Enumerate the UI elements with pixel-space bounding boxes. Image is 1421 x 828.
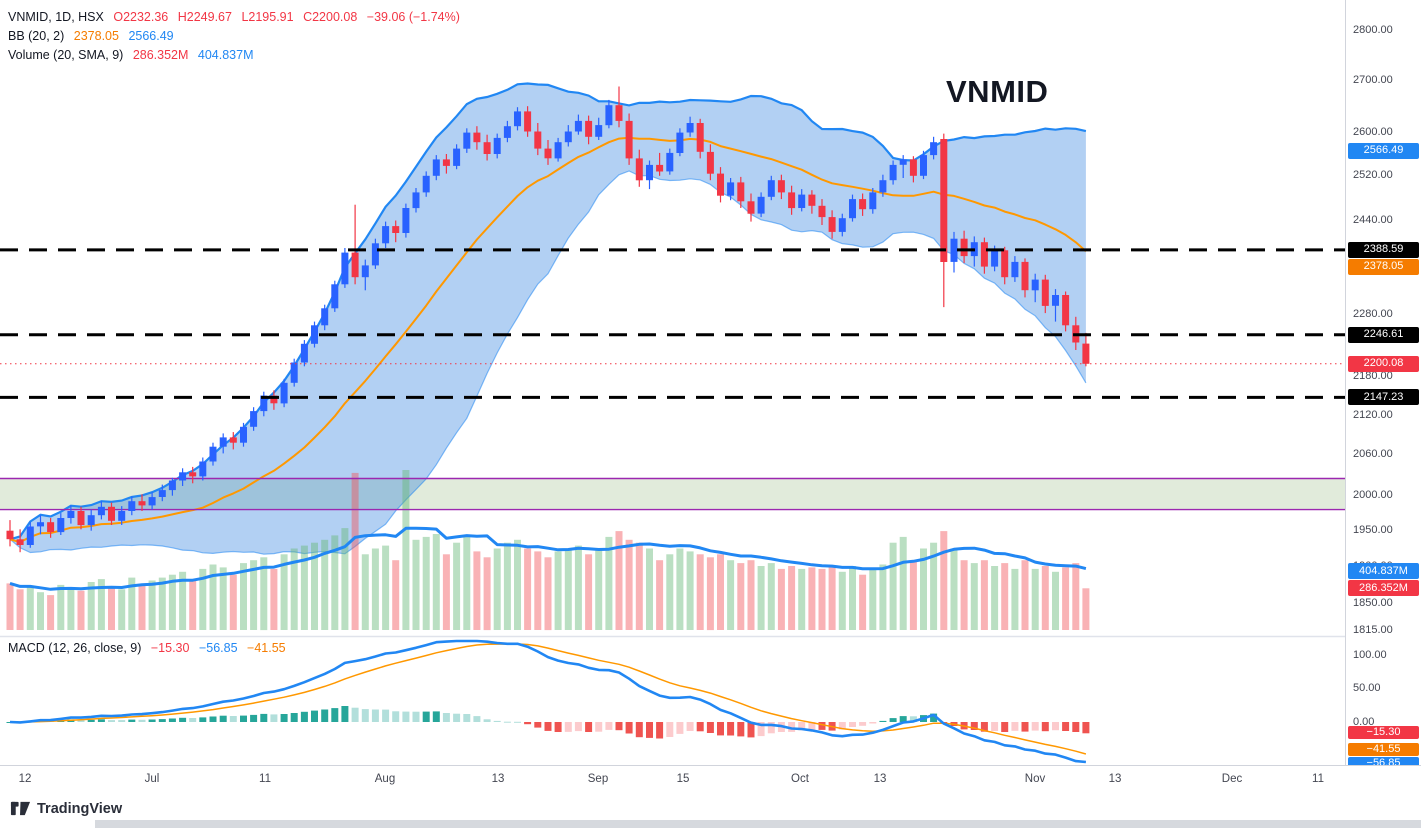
volume-value: 286.352M (132, 48, 189, 62)
macd-badge: −41.55 (1348, 743, 1419, 757)
macd-value: −56.85 (198, 641, 238, 655)
tradingview-logo[interactable]: TradingView (10, 798, 122, 819)
volume-ma-value: 404.837M (197, 48, 254, 62)
volume-indicator-label[interactable]: Volume (20, SMA, 9) (8, 48, 124, 62)
time-axis-label: 15 (676, 773, 690, 785)
bb-basis-value: 2378.05 (73, 29, 119, 43)
symbol-title[interactable]: VNMID, 1D, HSX (8, 10, 104, 24)
price-badge: 2566.49 (1348, 142, 1419, 159)
legend-volume-row: Volume (20, SMA, 9) 286.352M 404.837M (8, 46, 460, 65)
price-tick-label: 2800.00 (1353, 23, 1393, 36)
ohlc-low: L2195.91 (241, 10, 294, 24)
macd-indicator-label[interactable]: MACD (12, 26, close, 9) (8, 641, 142, 655)
macd-tick-label: 50.00 (1353, 682, 1381, 694)
price-badge: 2200.08 (1348, 355, 1419, 372)
price-tick-label: 2520.00 (1353, 169, 1393, 182)
bb-basis-line (9, 136, 1087, 544)
price-tick-label: 2600.00 (1353, 126, 1393, 139)
legend-macd: MACD (12, 26, close, 9) −15.30 −56.85 −4… (8, 641, 286, 655)
time-axis-label: Aug (374, 773, 396, 785)
watermark: VNMID (946, 74, 1049, 109)
volume-badge: 404.837M (1348, 563, 1419, 580)
macd-tick-label: 100.00 (1353, 648, 1387, 661)
time-axis[interactable]: 12 Jul 11 Aug 13 Sep 15 Oct 13 Nov 13 Dec 11 (0, 765, 1421, 794)
time-axis-label: Oct (791, 773, 809, 785)
time-axis-label: Dec (1221, 773, 1243, 785)
time-axis-label: 12 (18, 773, 32, 785)
time-axis-label: Sep (587, 773, 609, 785)
time-axis-label: Nov (1024, 773, 1046, 785)
price-axis[interactable]: 2800.002700.002600.002520.002440.002360.… (1345, 0, 1421, 771)
time-axis-label: 11 (259, 773, 271, 785)
macd-signal-line (9, 643, 1087, 755)
price-tick-label: 2280.00 (1353, 307, 1393, 320)
price-tick-label: 2000.00 (1353, 489, 1393, 502)
macd-signal-value: −41.55 (247, 641, 286, 655)
tradingview-logo-text: TradingView (37, 800, 123, 817)
bb-indicator-label[interactable]: BB (20, 2) (8, 29, 65, 43)
ohlc-open: O2232.36 (113, 10, 169, 24)
price-tick-label: 1815.00 (1353, 623, 1393, 636)
time-axis-label: 13 (873, 773, 887, 785)
macd-tick-label: 0.00 (1353, 715, 1375, 728)
price-zone (0, 478, 1345, 510)
price-zone-borders (0, 477, 1345, 511)
macd-hist-value: −15.30 (150, 641, 190, 655)
macd-line (9, 639, 1087, 764)
bb-upper-value: 2566.49 (128, 29, 174, 43)
horizontal-scrollbar[interactable] (95, 820, 1421, 828)
price-badge: 2378.05 (1348, 258, 1419, 275)
price-tick-label: 2060.00 (1353, 448, 1393, 461)
chart-canvas[interactable] (0, 0, 1345, 765)
volume-bars (6, 470, 1090, 631)
price-tick-label: 2180.00 (1353, 369, 1393, 382)
candlestick-series (6, 86, 1090, 553)
time-axis-label: 13 (491, 773, 505, 785)
macd-badge: −15.30 (1348, 725, 1419, 739)
ohlc-high: H2249.67 (177, 10, 232, 24)
bottom-bar: TradingView (0, 793, 1421, 828)
time-axis-label: 11 (1312, 773, 1324, 785)
volume-badge: 286.352M (1348, 580, 1419, 597)
ohlc-change: −39.06 (−1.74%) (366, 10, 460, 24)
price-tick-label: 1950.00 (1353, 524, 1393, 537)
price-badge: 2147.23 (1348, 389, 1419, 406)
dashed-level-lines[interactable] (0, 248, 1345, 399)
price-badge: 2246.61 (1348, 326, 1419, 343)
legend-symbol-row: VNMID, 1D, HSX O2232.36 H2249.67 L2195.9… (8, 8, 460, 27)
ohlc-close: C2200.08 (303, 10, 358, 24)
price-tick-label: 1850.00 (1353, 597, 1393, 610)
volume-ma-line (9, 526, 1087, 591)
tradingview-icon (10, 801, 31, 816)
price-badge: 2388.59 (1348, 241, 1419, 258)
legend-main: VNMID, 1D, HSX O2232.36 H2249.67 L2195.9… (8, 8, 460, 65)
time-axis-label: Jul (144, 773, 160, 785)
legend-bb-row: BB (20, 2) 2378.05 2566.49 (8, 27, 460, 46)
price-tick-label: 2700.00 (1353, 73, 1393, 86)
time-axis-label: 13 (1108, 773, 1122, 785)
price-tick-label: 2440.00 (1353, 213, 1393, 226)
price-tick-label: 2120.00 (1353, 408, 1393, 421)
